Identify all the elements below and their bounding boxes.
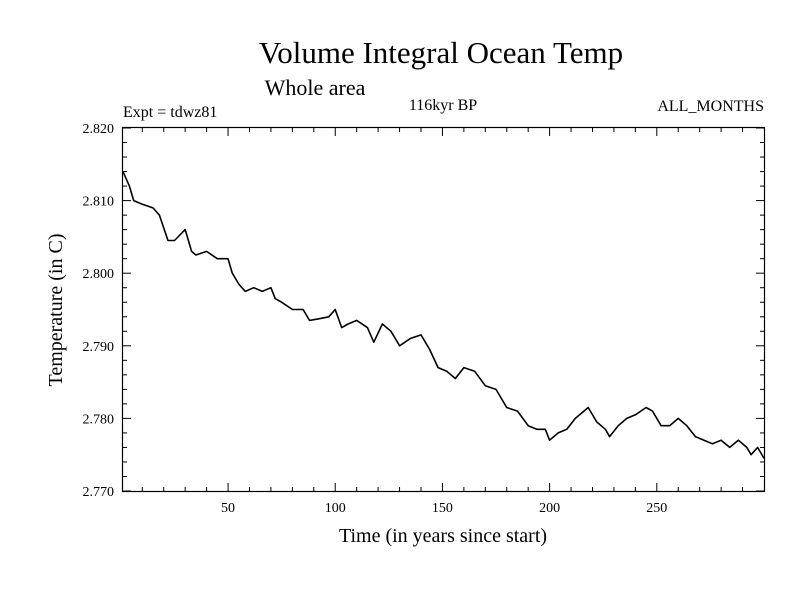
y-tick-label: 2.790 [83,340,115,355]
y-tick-label: 2.810 [83,195,115,210]
y-tick-label: 2.770 [83,485,115,500]
axis-ticks [123,127,764,492]
axis-tick-labels: 50 100 150 200 250 2.770 2.780 2.790 2.800 2.810 2… [83,122,668,516]
annotation-center: 116kyr BP [409,97,477,114]
x-tick-label: 200 [539,501,560,516]
y-tick-label: 2.820 [83,122,115,137]
x-axis-label: Time (in years since start) [339,525,547,547]
plot-area [121,126,766,493]
temperature-series-line [122,171,765,459]
y-tick-label: 2.780 [83,412,115,427]
chart-subtitle: Whole area [265,75,366,100]
x-tick-label: 150 [432,501,453,516]
annotation-left: Expt = tdwz81 [123,104,217,121]
x-tick-label: 250 [646,501,667,516]
x-tick-label: 50 [221,501,235,516]
x-tick-label: 100 [325,501,346,516]
annotation-right: ALL_MONTHS [657,98,764,115]
chart-title: Volume Integral Ocean Temp [259,35,623,70]
y-tick-label: 2.800 [83,267,115,282]
y-axis-label: Temperature (in C) [45,234,67,387]
